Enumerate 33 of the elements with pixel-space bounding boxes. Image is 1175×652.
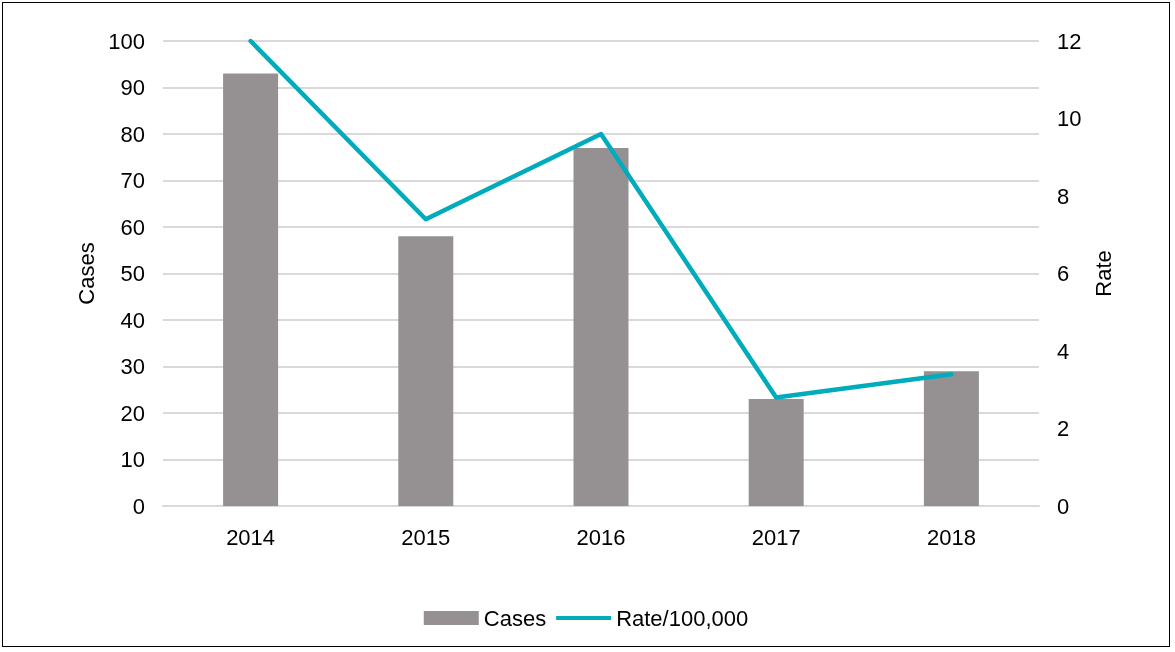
bar xyxy=(398,236,454,506)
x-tick-label: 2014 xyxy=(226,524,276,550)
y2-tick-label: 4 xyxy=(1057,338,1070,364)
x-tick-label: 2016 xyxy=(576,524,626,550)
legend-label: Rate/100,000 xyxy=(616,605,749,631)
y2-tick-label: 12 xyxy=(1057,28,1082,54)
y-tick-label: 10 xyxy=(120,447,145,472)
line-series xyxy=(248,38,954,400)
bar xyxy=(748,399,804,506)
y-tick-label: 30 xyxy=(120,354,145,379)
y-tick-label: 60 xyxy=(120,214,145,240)
x-tick-label: 2018 xyxy=(926,524,976,550)
y-tick-label: 70 xyxy=(120,168,145,193)
y2-tick-label: 8 xyxy=(1057,183,1070,209)
y-tick-label: 90 xyxy=(120,75,145,100)
y2-tick-label: 6 xyxy=(1057,261,1070,286)
bar xyxy=(223,73,279,506)
y2-tick-label: 10 xyxy=(1057,106,1082,131)
y-tick-label: 50 xyxy=(120,261,145,286)
y2-tick-label: 2 xyxy=(1057,416,1070,441)
y-tick-label: 20 xyxy=(120,400,145,426)
x-tick-label: 2017 xyxy=(751,524,801,550)
y-tick-label: 80 xyxy=(120,121,145,147)
bar xyxy=(573,147,629,506)
y-tick-label: 40 xyxy=(120,307,145,333)
x-tick-label: 2015 xyxy=(401,524,451,550)
legend-label: Cases xyxy=(483,605,547,631)
bar xyxy=(923,371,979,506)
y-tick-label: 0 xyxy=(132,493,145,519)
y2-axis-title: Rate xyxy=(1090,250,1116,297)
y-tick-label: 100 xyxy=(108,28,145,54)
y-axis-title: Cases xyxy=(73,242,99,305)
y2-tick-label: 0 xyxy=(1057,493,1070,519)
